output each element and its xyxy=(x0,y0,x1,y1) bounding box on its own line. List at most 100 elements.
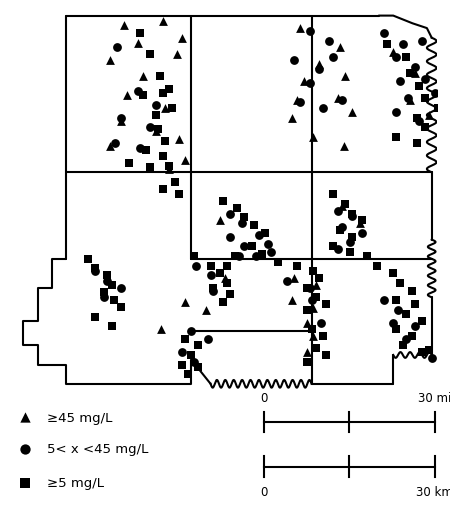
Point xyxy=(395,306,402,314)
Point xyxy=(220,298,227,307)
Text: 30 km: 30 km xyxy=(416,485,450,498)
Point xyxy=(399,341,406,349)
Point xyxy=(320,105,327,113)
Point xyxy=(306,28,313,36)
Point xyxy=(335,246,342,254)
Point xyxy=(152,128,159,136)
Point xyxy=(315,275,323,283)
Point xyxy=(135,39,142,47)
Point xyxy=(402,310,410,318)
Point xyxy=(220,197,227,206)
Point xyxy=(188,327,195,335)
Point xyxy=(111,296,118,305)
Point xyxy=(390,270,397,278)
Point xyxy=(392,296,400,305)
Point xyxy=(178,34,185,43)
Point xyxy=(274,258,282,266)
Point xyxy=(233,205,240,213)
Point xyxy=(402,54,410,62)
Point xyxy=(416,118,423,126)
Point xyxy=(181,157,188,165)
Point xyxy=(106,143,113,151)
Point xyxy=(310,332,317,340)
Point xyxy=(178,361,185,369)
Point xyxy=(428,354,435,362)
Point xyxy=(181,298,188,307)
Point xyxy=(166,162,173,170)
Point xyxy=(346,248,354,257)
Text: 0: 0 xyxy=(260,485,268,498)
Point xyxy=(342,73,349,81)
Point xyxy=(85,256,92,264)
Point xyxy=(191,358,198,366)
Point xyxy=(404,95,411,103)
Point xyxy=(238,220,246,228)
Point xyxy=(123,92,130,100)
Point xyxy=(265,241,272,249)
Point xyxy=(231,252,238,261)
Point xyxy=(318,320,325,328)
Point xyxy=(358,217,365,225)
Point xyxy=(284,277,291,285)
Point xyxy=(202,306,209,314)
Point xyxy=(406,70,413,78)
Point xyxy=(146,124,153,132)
Point xyxy=(329,191,336,199)
Point xyxy=(291,57,298,65)
Point xyxy=(117,284,125,292)
Point xyxy=(226,233,234,241)
Point xyxy=(341,143,348,151)
Point xyxy=(193,262,200,270)
Point xyxy=(175,191,182,199)
Point xyxy=(92,313,99,321)
Point xyxy=(156,73,163,81)
Point xyxy=(291,275,298,283)
Point xyxy=(313,281,320,289)
Point xyxy=(402,335,410,343)
Point xyxy=(380,30,387,38)
Point xyxy=(337,226,344,234)
Point xyxy=(414,140,421,148)
Point xyxy=(112,140,119,148)
Point xyxy=(396,279,404,287)
Point xyxy=(223,279,230,287)
Point xyxy=(159,153,166,161)
Point xyxy=(162,137,169,145)
Point xyxy=(313,344,320,352)
Point xyxy=(313,294,320,302)
Point xyxy=(185,371,192,379)
Point xyxy=(125,160,132,168)
Point xyxy=(252,252,259,261)
Point xyxy=(181,335,188,343)
Point xyxy=(159,185,166,193)
Point xyxy=(143,147,150,155)
Point xyxy=(159,18,166,26)
Text: ≥45 mg/L: ≥45 mg/L xyxy=(47,411,113,424)
Point xyxy=(216,270,224,278)
Point xyxy=(308,296,315,305)
Point xyxy=(348,109,356,117)
Point xyxy=(226,210,234,218)
Point xyxy=(337,44,344,52)
Point xyxy=(339,97,346,105)
Point xyxy=(303,358,310,366)
Point xyxy=(241,214,248,222)
Point xyxy=(310,133,317,141)
Point xyxy=(216,217,224,225)
Point xyxy=(421,76,428,84)
Point xyxy=(412,300,419,309)
Point xyxy=(194,364,202,372)
Point xyxy=(315,61,323,69)
Text: 5< x <45 mg/L: 5< x <45 mg/L xyxy=(47,442,148,456)
Point xyxy=(289,114,296,122)
Point xyxy=(335,95,342,103)
Point xyxy=(392,109,400,117)
Point xyxy=(380,296,387,305)
Point xyxy=(435,105,442,113)
Point xyxy=(421,124,428,132)
Point xyxy=(152,111,159,119)
Point xyxy=(137,30,144,38)
Point xyxy=(168,105,176,113)
Point xyxy=(348,212,356,220)
Point xyxy=(425,346,432,355)
